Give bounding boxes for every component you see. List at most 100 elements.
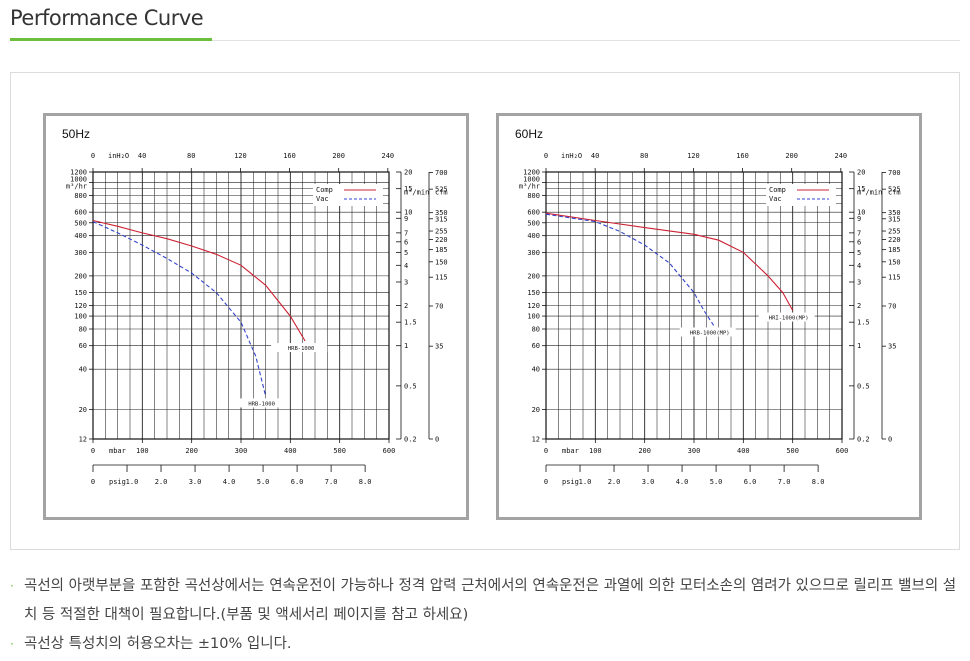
- note-text: 곡선의 아랫부분을 포함한 곡선상에서는 연속운전이 가능하나 정격 압력 근처…: [24, 578, 957, 623]
- right-axis-2-tick-label: 220: [888, 236, 901, 244]
- left-axis-tick-label: 40: [532, 366, 540, 374]
- left-axis-tick-label: 80: [532, 326, 540, 334]
- bottom-axis-2-tick-label: 0: [544, 478, 548, 486]
- left-axis-tick-label: 1200: [70, 169, 87, 177]
- right-axis-1-tick-label: 1.5: [857, 319, 870, 327]
- left-axis-tick-label: 300: [527, 249, 540, 257]
- series-end-label: HRI-1000(MP): [769, 316, 809, 322]
- left-axis-tick-label: 60: [532, 342, 540, 350]
- left-axis-tick-label: 200: [527, 272, 540, 280]
- top-axis-tick-label: 40: [138, 152, 146, 160]
- left-axis-tick-label: 100: [527, 313, 540, 321]
- top-axis-tick-label: 160: [736, 152, 749, 160]
- series-line-vac: [545, 213, 715, 326]
- series-end-label-bg: [758, 312, 815, 322]
- left-axis-tick-label: 150: [527, 289, 540, 297]
- chart-title: 60Hz: [515, 127, 543, 141]
- right-axis-2-tick-label: 150: [888, 258, 901, 266]
- right-axis-1-unit: m³/min: [404, 189, 429, 197]
- title-accent-bar: [10, 38, 212, 41]
- top-axis-tick-label: 240: [381, 152, 394, 160]
- right-axis-1-tick-label: 5: [857, 249, 861, 257]
- right-axis-2-tick-label: 185: [888, 246, 901, 254]
- right-axis-2-tick-label: 70: [888, 302, 896, 310]
- bottom-axis-1-tick-label: 600: [836, 447, 849, 455]
- series-end-label: HRB-1000(MP): [690, 330, 730, 336]
- series-end-label: HRB-1000: [288, 346, 315, 352]
- left-axis-tick-label: 400: [527, 232, 540, 240]
- top-axis-tick-label: 160: [283, 152, 296, 160]
- left-axis-tick-label: 200: [74, 272, 87, 280]
- left-axis-tick-label: 40: [79, 366, 87, 374]
- left-axis-unit: m³/hr: [66, 183, 87, 191]
- top-axis-tick-label: 80: [187, 152, 195, 160]
- left-axis-tick-label: 80: [79, 326, 87, 334]
- bottom-axis-1-tick-label: 400: [284, 447, 297, 455]
- bottom-axis-2-tick-label: 2.0: [155, 478, 168, 486]
- bottom-axis-2-tick-label: 2.0: [608, 478, 621, 486]
- bottom-axis-1-label: mbar: [109, 447, 126, 455]
- bottom-axis-2-tick-label: 0: [91, 478, 95, 486]
- bottom-axis-1-tick-label: 400: [737, 447, 750, 455]
- right-axis-2-tick-label: 700: [435, 169, 448, 177]
- bottom-axis-2-tick-label: 1.0: [579, 478, 592, 486]
- right-axis-1-tick-label: 6: [857, 238, 861, 246]
- left-axis-tick-label: 800: [527, 192, 540, 200]
- right-axis-1-tick-label: 9: [857, 215, 861, 223]
- right-axis-1-tick-label: 15: [857, 185, 865, 193]
- series-end-label-bg: [271, 343, 328, 353]
- left-axis-tick-label: 500: [527, 219, 540, 227]
- bottom-axis-2-tick-label: 1.0: [126, 478, 139, 486]
- right-axis-2-tick-label: 115: [435, 274, 448, 282]
- right-axis-1-tick-label: 2: [857, 302, 861, 310]
- bottom-axis-1-tick-label: 200: [185, 447, 198, 455]
- right-axis-2-tick-label: 220: [435, 236, 448, 244]
- top-axis-tick-label: 200: [332, 152, 345, 160]
- bottom-axis-2-tick-label: 5.0: [710, 478, 723, 486]
- top-axis-tick-label: 80: [640, 152, 648, 160]
- left-axis-tick-label: 1200: [523, 169, 540, 177]
- series-end-label-bg: [231, 398, 288, 408]
- right-axis-1-tick-label: 10: [404, 209, 412, 217]
- bullet-icon: ·: [10, 637, 14, 651]
- right-axis-2-tick-label: 525: [888, 186, 901, 194]
- left-axis-tick-label: 12: [532, 436, 540, 444]
- bottom-axis-1-tick-label: 300: [235, 447, 248, 455]
- top-axis-tick-label: 120: [687, 152, 700, 160]
- right-axis-2-unit: cfm: [435, 189, 448, 197]
- left-axis-tick-label: 12: [79, 436, 87, 444]
- bullet-icon: ·: [10, 579, 14, 593]
- series-end-label: HRB-1000: [248, 401, 275, 407]
- right-axis-2-tick-label: 350: [435, 209, 448, 217]
- bottom-axis-1-tick-label: 100: [136, 447, 149, 455]
- right-axis-2-tick-label: 185: [435, 246, 448, 254]
- right-axis-1-tick-label: 7: [404, 229, 408, 237]
- right-axis-2-tick-label: 0: [435, 436, 439, 444]
- bottom-axis-1-tick-label: 300: [688, 447, 701, 455]
- series-line-vac: [92, 221, 267, 397]
- bottom-axis-2-tick-label: 6.0: [291, 478, 304, 486]
- bottom-axis-1-label: mbar: [562, 447, 579, 455]
- left-axis-tick-label: 60: [79, 342, 87, 350]
- bottom-axis-1-tick-label: 0: [91, 447, 95, 455]
- bottom-axis-1-tick-label: 0: [544, 447, 548, 455]
- top-axis-tick-label: 0: [91, 152, 95, 160]
- bottom-axis-2-tick-label: 7.0: [778, 478, 791, 486]
- right-axis-1-tick-label: 20: [404, 169, 412, 177]
- right-axis-1-tick-label: 10: [857, 209, 865, 217]
- left-axis-tick-label: 800: [74, 192, 87, 200]
- bottom-axis-2-tick-label: 3.0: [642, 478, 655, 486]
- bottom-axis-2-tick-label: 8.0: [812, 478, 825, 486]
- bottom-axis-2-tick-label: 6.0: [744, 478, 757, 486]
- right-axis-1-tick-label: 1.5: [404, 319, 417, 327]
- bottom-axis-2-tick-label: 4.0: [223, 478, 236, 486]
- top-axis-tick-label: 0: [544, 152, 548, 160]
- left-axis-tick-label: 600: [527, 209, 540, 217]
- right-axis-1-tick-label: 1: [404, 342, 408, 350]
- top-axis-label: inH₂O: [108, 152, 129, 160]
- bottom-axis-2-label: psig: [109, 478, 126, 486]
- left-axis-tick-label: 100: [74, 313, 87, 321]
- right-axis-1-tick-label: 0.5: [857, 382, 870, 390]
